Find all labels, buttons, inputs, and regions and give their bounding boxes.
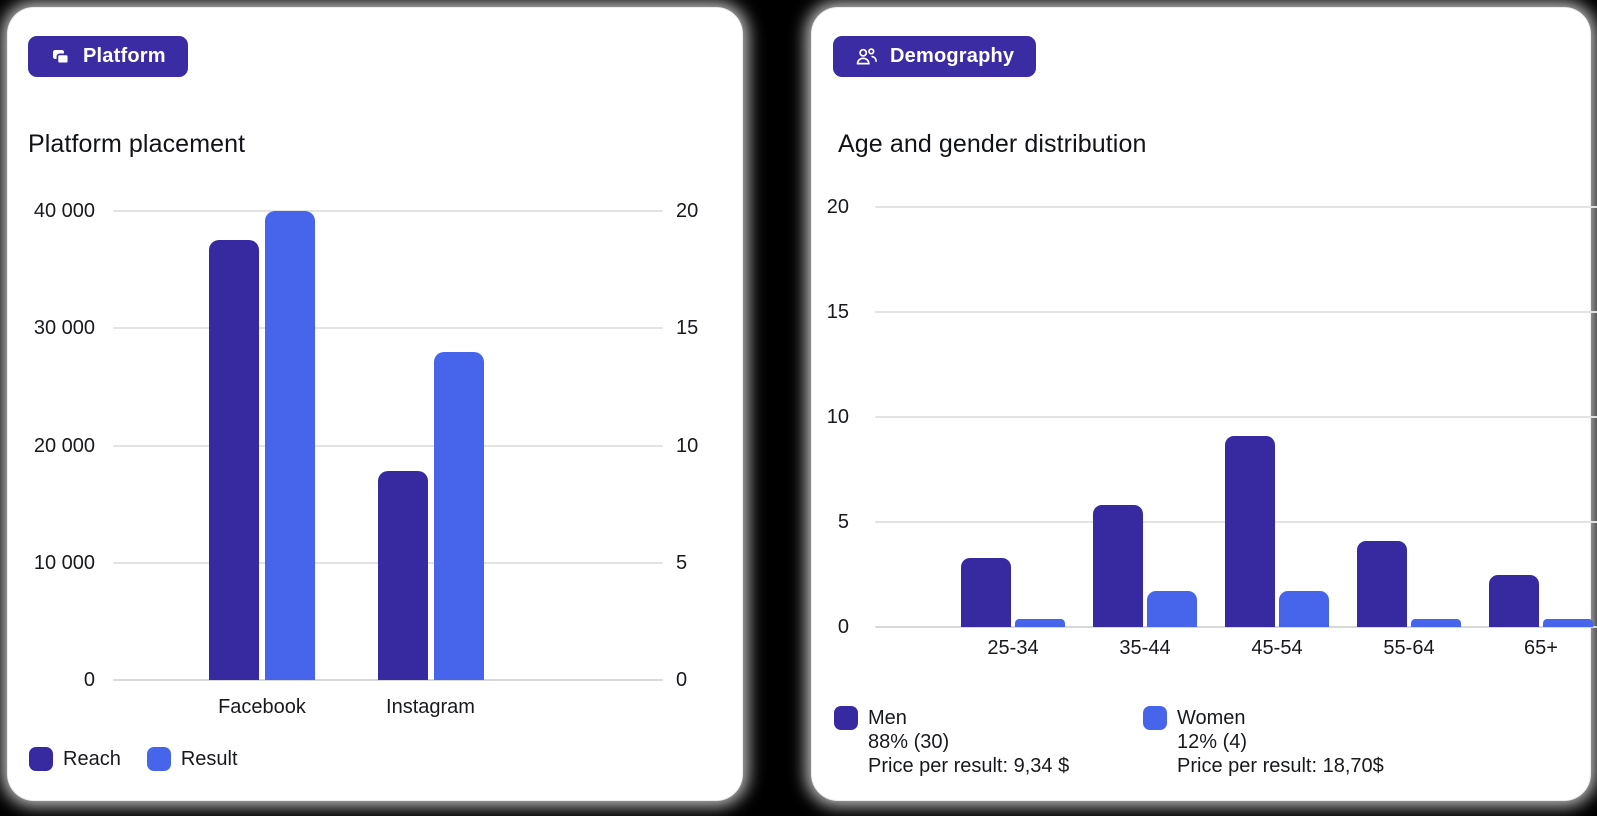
platform-card: Platform Platform placement 40 000 20 30 0… — [8, 8, 742, 800]
right-axis-tick: 5 — [676, 551, 688, 574]
left-axis-tick: 20 000 — [33, 434, 95, 457]
bar-reach-instagram — [377, 471, 428, 680]
left-axis-tick: 10 — [826, 406, 849, 428]
reach-swatch — [29, 747, 53, 771]
age-gender-chart: 20 15 10 5 0 25-34 35-44 45-54 55-64 65+ — [827, 197, 1597, 659]
left-axis-tick: 40 000 — [33, 200, 95, 222]
men-price-per-result: Price per result: 9,34 $ — [868, 755, 1070, 777]
people-icon — [855, 46, 878, 67]
x-axis-line — [875, 626, 1597, 628]
legend-item-women: Women 12% (4) Price per result: 18,70$ — [1143, 706, 1384, 778]
left-axis-tick: 30 000 — [33, 317, 95, 340]
men-swatch — [834, 706, 858, 730]
right-chart-title: Age and gender distribution — [838, 129, 1147, 158]
x-axis-label-45-54: 45-54 — [1251, 637, 1303, 659]
right-axis-tick: 0 — [676, 669, 688, 691]
x-axis-label-25-34: 25-34 — [987, 637, 1039, 659]
x-axis-label-65-: 65+ — [1524, 637, 1558, 659]
bar-men-25-34 — [961, 557, 1011, 627]
men-share: 88% (30) — [868, 731, 950, 753]
gridline — [113, 327, 663, 330]
left-axis-tick: 0 — [83, 669, 95, 691]
x-axis-line — [113, 679, 663, 681]
platform-placement-chart: 40 000 20 30 000 15 20 000 10 10 000 5 0 0 Faceboo… — [34, 201, 698, 718]
bar-women-35-44 — [1147, 591, 1197, 627]
reach-label: Reach — [63, 747, 121, 770]
left-axis-tick: 20 — [826, 196, 849, 218]
right-axis-tick: 10 — [676, 434, 699, 457]
gridline — [875, 311, 1597, 313]
bar-women-25-34 — [1015, 618, 1065, 627]
gridline — [875, 416, 1597, 418]
legend-item-reach: Reach — [29, 747, 121, 771]
men-label: Men — [868, 707, 907, 729]
platform-badge[interactable]: Platform — [28, 36, 188, 77]
gridline — [875, 206, 1597, 208]
bar-women-65- — [1543, 618, 1593, 627]
x-axis-label-55-64: 55-64 — [1383, 637, 1435, 659]
gridline — [113, 444, 663, 447]
legend-item-result: Result — [146, 747, 238, 771]
bar-men-35-44 — [1093, 505, 1143, 627]
demography-badge[interactable]: Demography — [833, 36, 1037, 77]
women-price-per-result: Price per result: 18,70$ — [1177, 755, 1384, 777]
demography-card: Demography Age and gender distribution 2… — [812, 8, 1597, 800]
x-axis-label-instagram: Instagram — [386, 696, 475, 718]
bar-men-45-54 — [1225, 435, 1275, 627]
gridline — [113, 210, 663, 212]
result-swatch — [146, 747, 171, 771]
copy-icon — [50, 46, 71, 67]
x-axis-label-facebook: Facebook — [218, 696, 306, 718]
platform-badge-label: Platform — [83, 45, 166, 67]
left-axis-tick: 0 — [837, 616, 849, 638]
right-axis-tick: 15 — [676, 317, 699, 340]
left-chart-title: Platform placement — [28, 129, 246, 158]
left-chart-legend: Reach Result — [29, 747, 238, 771]
bar-women-45-54 — [1279, 591, 1329, 627]
left-axis-tick: 15 — [826, 301, 849, 323]
women-swatch — [1143, 706, 1167, 730]
bar-men-55-64 — [1357, 540, 1407, 627]
result-label: Result — [180, 747, 238, 770]
bar-result-facebook — [265, 211, 315, 680]
demography-badge-label: Demography — [890, 45, 1015, 67]
bar-women-55-64 — [1411, 618, 1461, 627]
left-axis-tick: 10 000 — [33, 551, 95, 574]
women-share: 12% (4) — [1177, 731, 1248, 753]
right-axis-tick: 20 — [676, 200, 699, 222]
bar-men-65- — [1489, 574, 1539, 627]
x-axis-label-35-44: 35-44 — [1119, 637, 1171, 659]
bar-result-instagram — [433, 351, 484, 680]
left-axis-tick: 5 — [837, 511, 849, 533]
legend-item-men: Men 88% (30) Price per result: 9,34 $ — [834, 706, 1069, 778]
bar-reach-facebook — [209, 240, 259, 680]
women-label: Women — [1177, 707, 1246, 729]
